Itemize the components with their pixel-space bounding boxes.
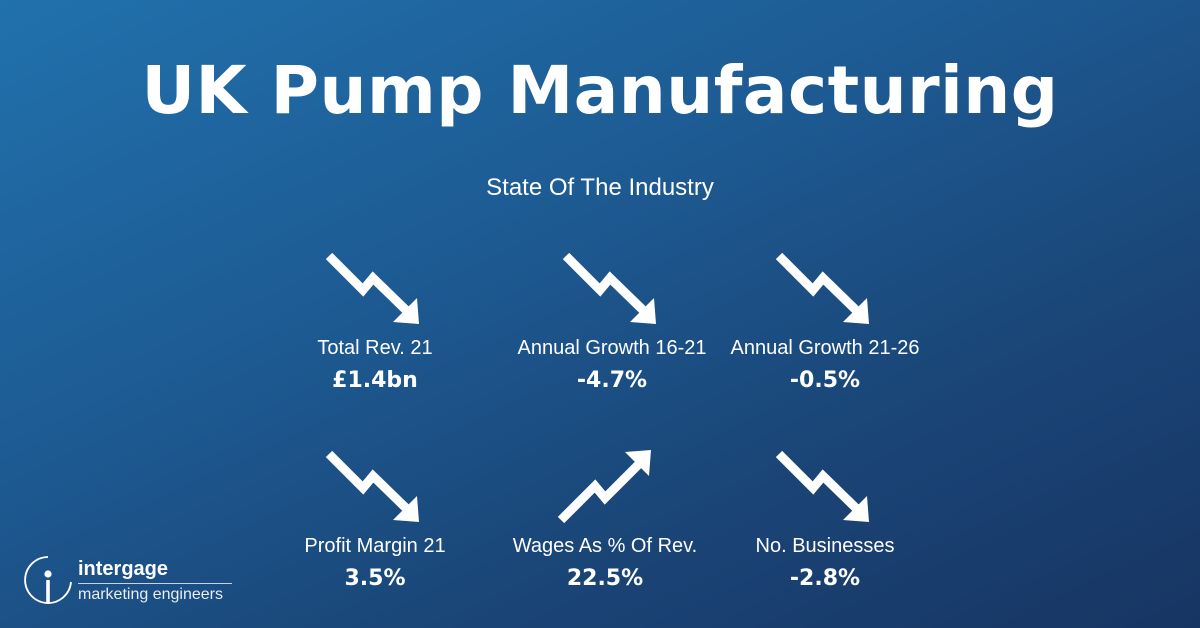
stat-value: -4.7% bbox=[576, 368, 648, 393]
stat-label: Wages As % Of Rev. bbox=[512, 535, 698, 557]
stat-label: Annual Growth 21-26 bbox=[730, 337, 920, 359]
intergage-logo: intergage marketing engineers bbox=[20, 552, 240, 612]
stat-value: -0.5% bbox=[789, 368, 861, 393]
intergage-logo-icon bbox=[24, 556, 72, 604]
stat-annual-growth-21-26: Annual Growth 21-26 -0.5% bbox=[710, 250, 940, 400]
logo-tagline: marketing engineers bbox=[78, 586, 223, 603]
page-subtitle: State Of The Industry bbox=[486, 174, 714, 201]
page-title: UK Pump Manufacturing bbox=[141, 52, 1059, 129]
logo-name: intergage bbox=[78, 558, 169, 580]
trend-down-arrow-icon bbox=[775, 450, 869, 522]
trend-down-arrow-icon bbox=[562, 252, 656, 324]
stat-number-of-businesses: No. Businesses -2.8% bbox=[710, 448, 940, 598]
trend-down-arrow-icon bbox=[775, 252, 869, 324]
stat-label: No. Businesses bbox=[755, 535, 895, 557]
stat-annual-growth-16-21: Annual Growth 16-21 -4.7% bbox=[497, 250, 727, 400]
stat-label: Annual Growth 16-21 bbox=[517, 337, 707, 359]
stat-value: 22.5% bbox=[566, 566, 644, 591]
stat-wages-percent-revenue: Wages As % Of Rev. 22.5% bbox=[490, 448, 720, 598]
stat-label: Total Rev. 21 bbox=[317, 337, 433, 359]
trend-down-arrow-icon bbox=[325, 450, 419, 522]
stat-value: 3.5% bbox=[344, 566, 406, 591]
stat-label: Profit Margin 21 bbox=[304, 535, 446, 557]
stat-total-revenue: Total Rev. 21 £1.4bn bbox=[260, 250, 490, 400]
trend-up-arrow-icon bbox=[557, 450, 651, 524]
stat-value: -2.8% bbox=[789, 566, 861, 591]
stat-value: £1.4bn bbox=[332, 368, 418, 393]
stat-profit-margin: Profit Margin 21 3.5% bbox=[260, 448, 490, 598]
logo-divider bbox=[78, 583, 232, 584]
trend-down-arrow-icon bbox=[325, 252, 419, 324]
